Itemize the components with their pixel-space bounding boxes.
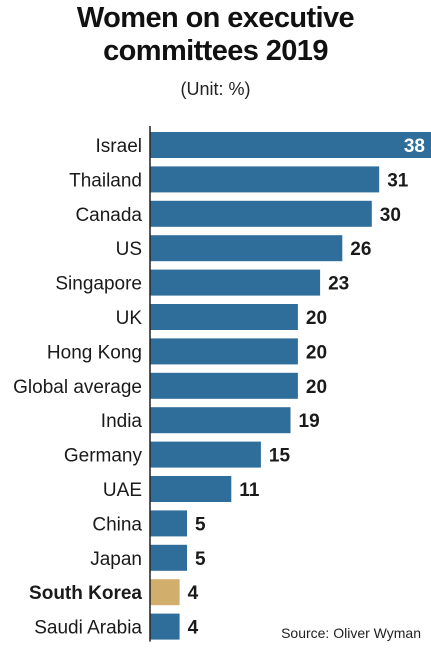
category-label-uk: UK bbox=[116, 308, 143, 329]
value-label-south-korea: 4 bbox=[188, 583, 199, 604]
value-label-germany: 15 bbox=[269, 446, 291, 467]
category-label-thailand: Thailand bbox=[69, 170, 142, 191]
chart-title-line-2: committees 2019 bbox=[103, 35, 328, 67]
category-label-hong-kong: Hong Kong bbox=[47, 342, 142, 363]
value-label-thailand: 31 bbox=[387, 170, 409, 191]
category-label-india: India bbox=[101, 411, 143, 432]
bar-china bbox=[150, 510, 187, 537]
bar-israel bbox=[150, 132, 431, 158]
category-label-saudi-arabia: Saudi Arabia bbox=[34, 618, 142, 639]
bar-germany bbox=[150, 441, 261, 468]
category-label-canada: Canada bbox=[75, 205, 142, 226]
bar-canada bbox=[150, 200, 372, 227]
bar-us bbox=[150, 235, 343, 262]
bar-global-average bbox=[150, 372, 298, 399]
category-label-china: China bbox=[92, 514, 142, 535]
category-label-us: US bbox=[116, 239, 142, 260]
value-label-japan: 5 bbox=[195, 549, 206, 570]
bar-thailand bbox=[150, 166, 380, 193]
bar-saudi-arabia bbox=[150, 613, 180, 640]
value-label-global-average: 20 bbox=[306, 377, 327, 398]
value-label-saudi-arabia: 4 bbox=[188, 618, 199, 639]
bar-india bbox=[150, 407, 291, 434]
value-label-israel: 38 bbox=[404, 136, 425, 157]
chart-source: Source: Oliver Wyman bbox=[281, 625, 421, 641]
value-label-canada: 30 bbox=[380, 205, 401, 226]
value-label-uk: 20 bbox=[306, 308, 327, 329]
value-label-hong-kong: 20 bbox=[306, 342, 327, 363]
value-label-singapore: 23 bbox=[328, 274, 349, 295]
value-label-uae: 11 bbox=[239, 480, 260, 501]
bar-japan bbox=[150, 544, 187, 571]
chart-subtitle: (Unit: %) bbox=[180, 79, 251, 99]
bar-singapore bbox=[150, 269, 321, 296]
category-label-japan: Japan bbox=[90, 549, 142, 570]
category-label-germany: Germany bbox=[64, 446, 143, 467]
category-label-singapore: Singapore bbox=[55, 274, 142, 295]
bar-hong-kong bbox=[150, 338, 298, 365]
value-label-us: 26 bbox=[350, 239, 371, 260]
bar-uk bbox=[150, 304, 298, 330]
bar-south-korea bbox=[150, 579, 180, 606]
category-label-south-korea: South Korea bbox=[29, 583, 142, 604]
category-label-israel: Israel bbox=[96, 136, 142, 157]
chart-title-line-1: Women on executive bbox=[76, 2, 355, 34]
value-label-india: 19 bbox=[299, 411, 320, 432]
bar-uae bbox=[150, 476, 232, 502]
category-label-global-average: Global average bbox=[13, 377, 142, 398]
value-label-china: 5 bbox=[195, 514, 206, 535]
category-label-uae: UAE bbox=[103, 480, 142, 501]
